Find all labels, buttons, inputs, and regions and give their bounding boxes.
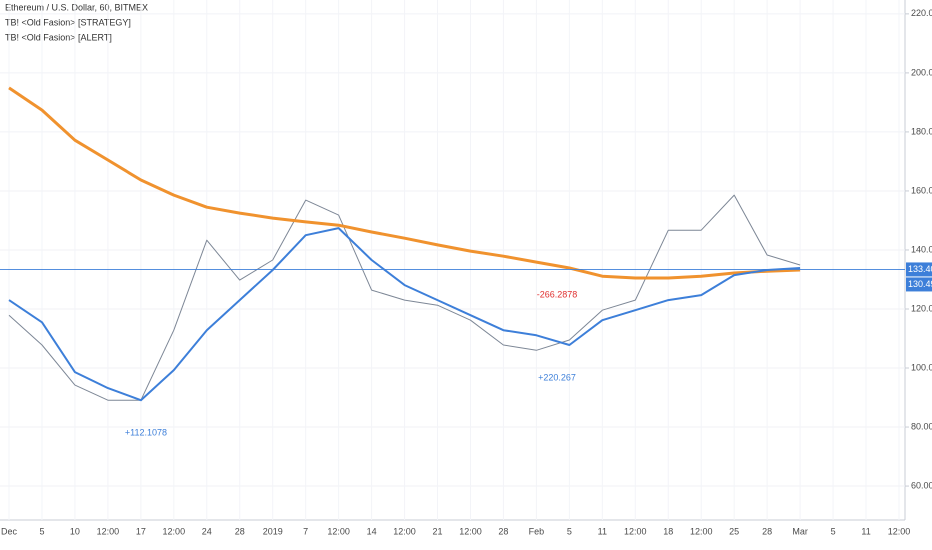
x-tick-label: 28 [235, 526, 245, 536]
chart-title: Ethereum / U.S. Dollar, 60, BITMEX [5, 2, 148, 12]
series-line [8, 86, 801, 280]
y-tick-label: 180.00 [911, 126, 932, 136]
indicator-label: TB! <Old Fasion> [ALERT] [5, 32, 112, 42]
x-tick-label: 11 [861, 526, 870, 536]
x-tick-label: 12:00 [97, 526, 120, 536]
x-tick-label: 18 [663, 526, 673, 536]
x-tick-label: 12:00 [459, 526, 482, 536]
x-tick-label: 25 [729, 526, 739, 536]
x-tick-label: 17 [136, 526, 146, 536]
y-tick-label: 120.00 [911, 303, 932, 313]
x-tick-label: 2019 [263, 526, 283, 536]
x-tick-label: 21 [433, 526, 443, 536]
x-tick-label: 12:00 [690, 526, 713, 536]
x-tick-label: 14 [367, 526, 377, 536]
x-tick-label: 5 [39, 526, 44, 536]
trade-annotation: +220.267 [538, 372, 576, 382]
x-tick-label: Feb [529, 526, 545, 536]
y-tick-label: 80.00 [911, 421, 932, 431]
y-tick-label: 220.00 [911, 8, 932, 18]
x-tick-label: 5 [567, 526, 572, 536]
x-tick-label: Dec [1, 526, 18, 536]
x-tick-label: 10 [70, 526, 80, 536]
y-tick-label: 160.00 [911, 185, 932, 195]
y-tick-label: 100.00 [911, 362, 932, 372]
price-marker-label: 130.49 [908, 279, 932, 289]
x-tick-label: 11 [598, 526, 607, 536]
trade-annotation: +112.1078 [125, 427, 167, 437]
x-tick-label: 12:00 [163, 526, 186, 536]
x-tick-label: 12:00 [888, 526, 911, 536]
y-tick-label: 140.00 [911, 244, 932, 254]
x-tick-label: 24 [202, 526, 212, 536]
x-tick-label: 5 [831, 526, 836, 536]
y-tick-label: 200.00 [911, 67, 932, 77]
price-marker [906, 277, 932, 292]
price-marker-label: 133.40 [908, 264, 932, 274]
x-tick-label: 12:00 [393, 526, 416, 536]
x-tick-label: 7 [303, 526, 308, 536]
x-tick-label: 12:00 [327, 526, 350, 536]
x-tick-label: 28 [762, 526, 772, 536]
y-tick-label: 60.00 [911, 480, 932, 490]
trade-annotation: -266.2878 [537, 289, 578, 299]
indicator-label: TB! <Old Fasion> [STRATEGY] [5, 17, 131, 27]
price-marker [906, 262, 932, 277]
x-tick-label: 28 [498, 526, 508, 536]
x-tick-label: 12:00 [624, 526, 647, 536]
series-line [8, 227, 801, 402]
x-tick-label: Mar [792, 526, 808, 536]
